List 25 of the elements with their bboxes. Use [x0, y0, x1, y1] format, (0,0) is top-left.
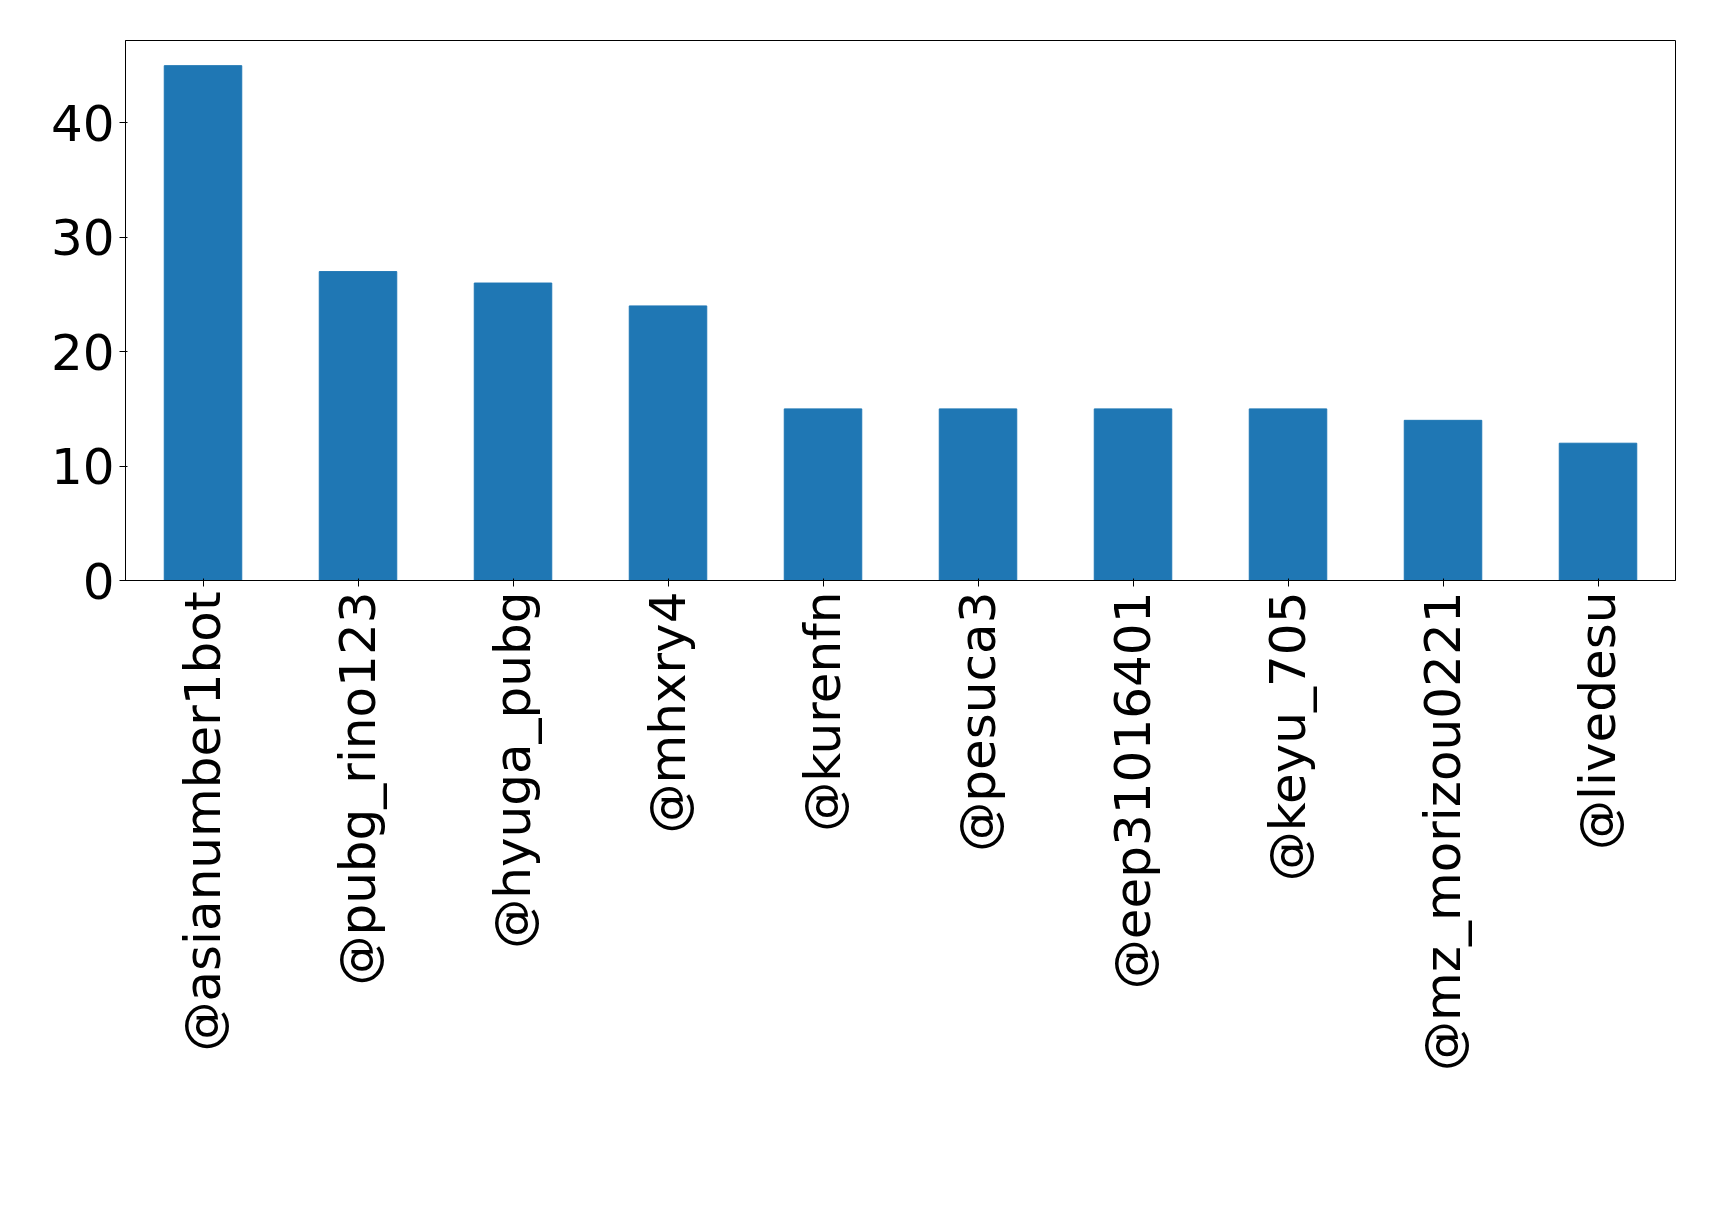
x-tick-label: @mz_morizou0221: [1414, 591, 1472, 1071]
x-tick-label: @asianumber1bot: [174, 591, 232, 1052]
bar: [318, 271, 398, 581]
x-tick-label: @mhxry4: [639, 591, 697, 834]
bar: [473, 282, 553, 581]
bar: [628, 305, 708, 581]
bar: [938, 408, 1018, 581]
x-tick-label: @eep31016401: [1104, 591, 1162, 990]
x-tick-label: @pubg_rino123: [329, 591, 387, 986]
x-tick-label: @kurenfn: [794, 591, 852, 832]
y-tick-label: 40: [50, 94, 115, 153]
y-tick-label: 20: [50, 323, 115, 382]
x-tick-label: @keyu_705: [1259, 591, 1317, 882]
bar: [1403, 419, 1483, 581]
bar: [1248, 408, 1328, 581]
bar: [1093, 408, 1173, 581]
y-tick-label: 30: [50, 209, 115, 268]
y-tick-label: 10: [50, 438, 115, 497]
bar: [163, 65, 243, 581]
x-tick-label: @pesuca3: [949, 591, 1007, 852]
bar: [1558, 442, 1638, 581]
y-tick-label: 0: [82, 552, 115, 611]
x-tick-label: @livedesu: [1569, 591, 1627, 850]
x-tick-label: @hyuga_pubg: [484, 591, 542, 949]
bar: [783, 408, 863, 581]
